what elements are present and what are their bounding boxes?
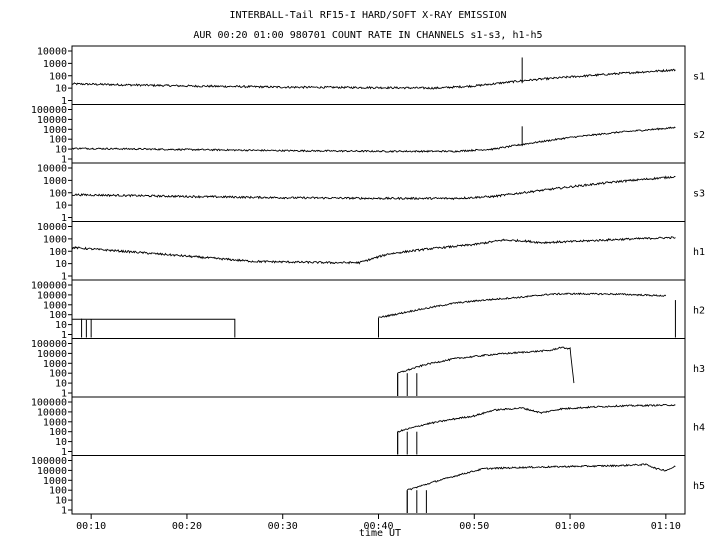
- x-tick-label: 00:40: [363, 521, 393, 532]
- y-tick-label: 10000: [37, 164, 67, 175]
- y-tick-label: 100000: [31, 281, 67, 292]
- series-h1: [71, 236, 676, 265]
- y-tick-label: 100: [49, 310, 67, 321]
- x-tick-label: 01:10: [651, 521, 681, 532]
- y-tick-label: 100: [49, 247, 67, 258]
- y-tick-label: 1000: [43, 300, 67, 311]
- chart-subtitle: AUR 00:20 01:00 980701 COUNT RATE IN CHA…: [193, 30, 542, 41]
- y-tick-label: 1000: [43, 59, 67, 70]
- series-s2: [71, 126, 676, 153]
- panel-frame-h3: [71, 338, 686, 398]
- panel-label-s3: s3: [693, 188, 705, 199]
- y-tick-label: 100: [49, 71, 67, 82]
- panel-label-h2: h2: [693, 305, 705, 316]
- y-tick-label: 1: [61, 447, 67, 458]
- y-tick-label: 10: [55, 259, 67, 270]
- panel-label-s2: s2: [693, 130, 705, 141]
- panel-label-h5: h5: [693, 481, 705, 492]
- y-tick-label: 10000: [37, 47, 67, 58]
- y-tick-label: 10: [55, 496, 67, 507]
- y-tick-label: 100: [49, 188, 67, 199]
- y-tick-label: 10: [55, 437, 67, 448]
- panel-frame-s2: [71, 104, 686, 164]
- y-tick-label: 100: [49, 369, 67, 380]
- y-tick-label: 1: [61, 272, 67, 283]
- y-tick-label: 1: [61, 96, 67, 107]
- x-tick-label: 00:20: [172, 521, 202, 532]
- y-tick-label: 1: [61, 155, 67, 166]
- y-tick-label: 10: [55, 145, 67, 156]
- y-tick-label: 1: [61, 213, 67, 224]
- panel-frame-h1: [71, 221, 686, 281]
- y-tick-label: 10000: [37, 290, 67, 301]
- y-tick-label: 1000: [43, 176, 67, 187]
- y-tick-label: 100000: [31, 105, 67, 116]
- y-tick-label: 10000: [37, 466, 67, 477]
- y-tick-label: 10000: [37, 115, 67, 126]
- y-tick-label: 1: [61, 506, 67, 517]
- y-tick-label: 100: [49, 135, 67, 146]
- x-tick-label: 00:30: [268, 521, 298, 532]
- y-tick-label: 1000: [43, 417, 67, 428]
- y-tick-label: 10: [55, 379, 67, 390]
- y-tick-label: 10: [55, 201, 67, 212]
- y-tick-label: 100: [49, 486, 67, 497]
- y-tick-label: 1000: [43, 125, 67, 136]
- series-s1: [71, 68, 676, 90]
- panel-label-h4: h4: [693, 422, 705, 433]
- panel-label-h1: h1: [693, 247, 705, 258]
- y-tick-label: 100000: [31, 398, 67, 409]
- y-tick-label: 10000: [37, 222, 67, 233]
- panel-label-s1: s1: [693, 71, 705, 82]
- y-tick-label: 1: [61, 389, 67, 400]
- x-tick-label: 00:10: [76, 521, 106, 532]
- y-tick-label: 10: [55, 84, 67, 95]
- y-tick-label: 1000: [43, 359, 67, 370]
- chart-title: INTERBALL-Tail RF15-I HARD/SOFT X-RAY EM…: [230, 10, 507, 21]
- x-tick-label: 00:50: [459, 521, 489, 532]
- panels-group: 100001000100101s1100000100001000100101s2…: [31, 45, 705, 517]
- panel-frame-s3: [71, 162, 686, 222]
- series-h5: [407, 463, 676, 491]
- x-axis-label: time UT: [359, 528, 401, 539]
- flat-level-h2: [72, 318, 236, 338]
- panel-label-h3: h3: [693, 364, 705, 375]
- panel-frame-h4: [71, 396, 686, 456]
- x-axis: 00:10 00:20 00:30 00:40 00:50 01:00 01:10: [76, 514, 681, 532]
- series-h3: [397, 346, 575, 384]
- y-tick-label: 1000: [43, 234, 67, 245]
- panel-frame-h5: [71, 455, 686, 515]
- y-tick-label: 100000: [31, 339, 67, 350]
- y-tick-label: 10000: [37, 349, 67, 360]
- series-s3: [71, 175, 676, 201]
- series-h4: [397, 403, 676, 433]
- y-tick-label: 10: [55, 320, 67, 331]
- y-tick-label: 10000: [37, 407, 67, 418]
- series-h2: [378, 292, 667, 318]
- y-tick-label: 100000: [31, 456, 67, 467]
- y-tick-label: 1: [61, 330, 67, 341]
- y-tick-label: 100: [49, 427, 67, 438]
- x-tick-label: 01:00: [555, 521, 585, 532]
- y-tick-label: 1000: [43, 476, 67, 487]
